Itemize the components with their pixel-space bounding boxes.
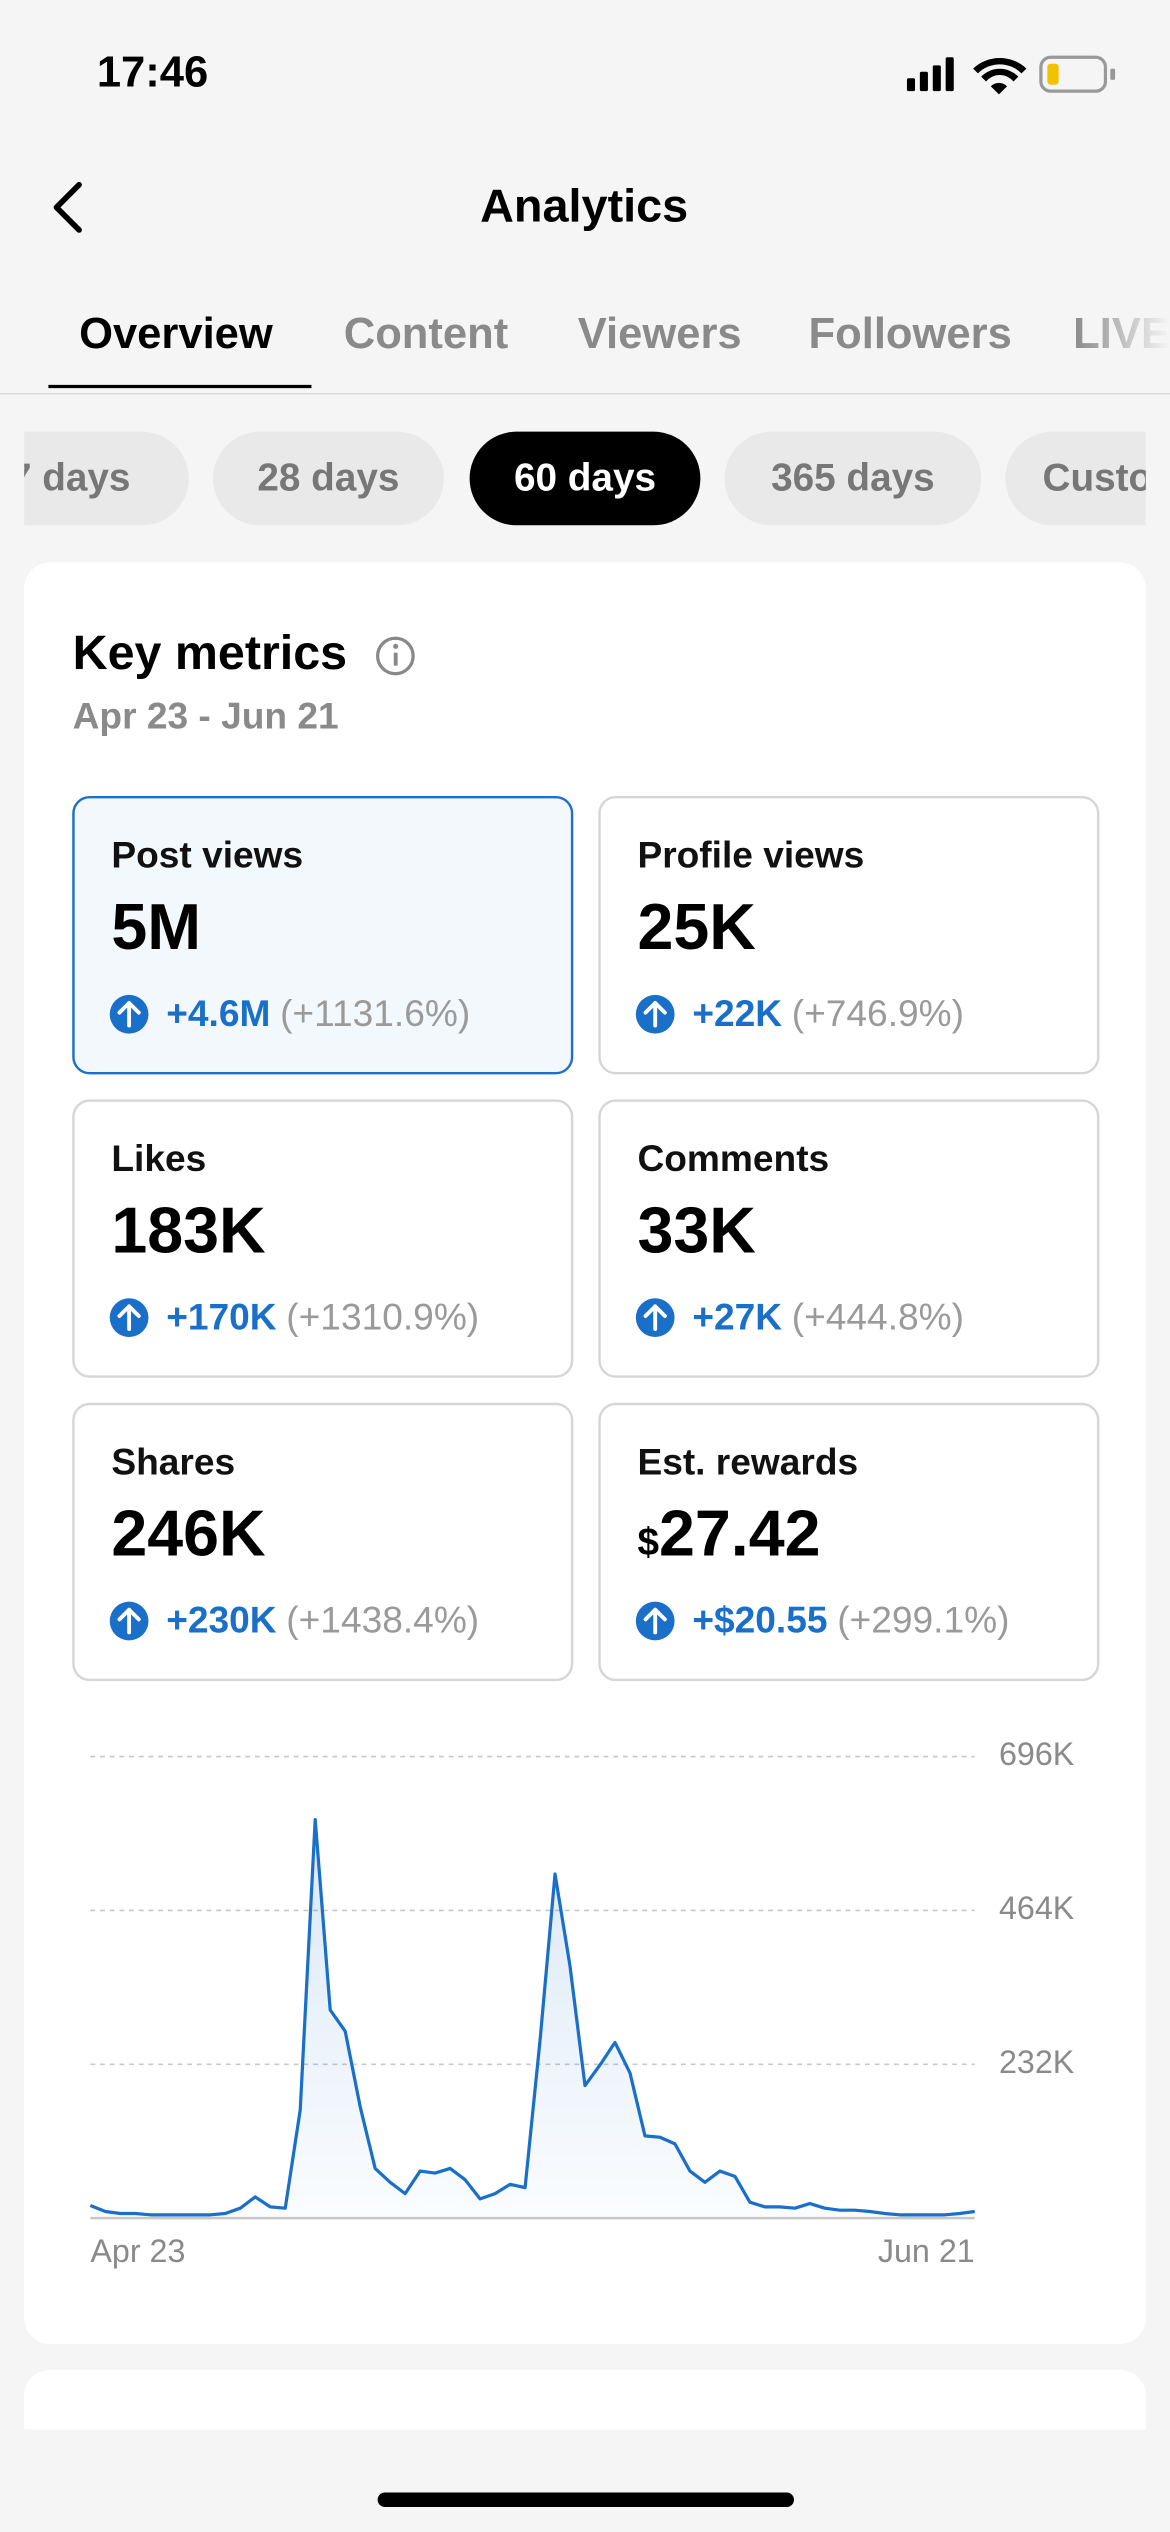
change-pct: (+746.9%) bbox=[792, 992, 964, 1034]
chip-label: 7 days bbox=[10, 456, 131, 499]
chip-bg bbox=[1005, 431, 1146, 526]
period-chip[interactable]: 365 days bbox=[724, 431, 982, 526]
page-title: Analytics bbox=[480, 179, 688, 231]
metric-value: 33K bbox=[637, 1194, 756, 1266]
home-indicator bbox=[377, 2492, 794, 2508]
metric-card[interactable]: Est. rewards $27.42 +$20.55 (+299.1%) bbox=[598, 1402, 1100, 1682]
period-chip[interactable]: 28 days bbox=[213, 431, 444, 526]
metrics: Post views 5M +4.6M (+1131.6%) Profile views… bbox=[72, 795, 1100, 1682]
metric-label: Shares bbox=[111, 1440, 235, 1482]
up-arrow bbox=[117, 1001, 141, 1028]
chart: 232K 464K 696K Apr 23 Jun 21 bbox=[89, 1736, 1075, 2269]
metric-card[interactable]: Comments 33K +27K (+444.8%) bbox=[598, 1099, 1100, 1378]
metric-label: Profile views bbox=[637, 834, 864, 876]
y-tick-label: 232K bbox=[999, 2044, 1075, 2080]
period-chips: 7 days 28 days 60 days 365 days Custom bbox=[0, 431, 1170, 526]
x-tick-label: Apr 23 bbox=[90, 2233, 185, 2269]
metric-card[interactable]: Shares 246K +230K (+1438.4%) bbox=[72, 1402, 574, 1682]
chip-bg bbox=[469, 431, 701, 526]
tab[interactable]: Followers bbox=[809, 310, 1012, 358]
tab-fade bbox=[1073, 275, 1170, 389]
card-title: Key metrics bbox=[73, 626, 347, 680]
metric-label: Comments bbox=[637, 1137, 829, 1179]
chip-label: 60 days bbox=[514, 456, 656, 499]
change-pct: (+1310.9%) bbox=[286, 1295, 479, 1337]
tab[interactable]: Overview bbox=[79, 310, 273, 358]
chip-label: 365 days bbox=[771, 456, 935, 499]
metric-change: +170K (+1310.9%) bbox=[166, 1295, 479, 1337]
x-tick-label: Jun 21 bbox=[878, 2233, 975, 2269]
line bbox=[89, 1817, 975, 2217]
change-value: +170K bbox=[166, 1295, 277, 1337]
back-button[interactable] bbox=[53, 181, 82, 233]
change-value: +$20.55 bbox=[692, 1598, 827, 1640]
period-chip[interactable]: 60 days bbox=[469, 431, 701, 526]
tab-divider bbox=[0, 392, 1170, 395]
metric-value: 246K bbox=[111, 1498, 266, 1570]
change-pct: (+299.1%) bbox=[837, 1598, 1009, 1640]
metric-box bbox=[598, 1402, 1100, 1682]
date-range: Apr 23 - Jun 21 bbox=[73, 695, 339, 737]
up-arrow bbox=[643, 1304, 667, 1331]
metric-card[interactable]: Profile views 25K +22K (+746.9%) bbox=[598, 795, 1100, 1075]
metric-value: 5M bbox=[111, 891, 201, 963]
metric-label: Post views bbox=[111, 834, 303, 876]
metric-number: 183K bbox=[111, 1194, 266, 1266]
metric-label: Likes bbox=[111, 1137, 206, 1179]
metric-box bbox=[72, 795, 574, 1075]
up-arrow bbox=[117, 1304, 141, 1331]
up-arrow bbox=[643, 1001, 667, 1028]
period-chip[interactable]: 7 days bbox=[0, 431, 189, 526]
metric-card[interactable]: Post views 5M +4.6M (+1131.6%) bbox=[72, 795, 574, 1075]
change-value: +230K bbox=[166, 1598, 277, 1640]
tab-underline bbox=[48, 384, 312, 389]
change-pct: (+1438.4%) bbox=[286, 1598, 479, 1640]
metric-box bbox=[598, 1099, 1100, 1378]
metric-number: 33K bbox=[637, 1194, 756, 1266]
chip-bg bbox=[24, 431, 189, 526]
status-time: 17:46 bbox=[97, 49, 208, 97]
metric-value: $27.42 bbox=[637, 1498, 820, 1570]
metric-change: +22K (+746.9%) bbox=[692, 992, 964, 1034]
metric-currency: $ bbox=[637, 1521, 659, 1564]
bottom-bar bbox=[0, 2429, 1170, 2532]
metric-card[interactable]: Likes 183K +170K (+1310.9%) bbox=[72, 1099, 574, 1378]
metric-label: Est. rewards bbox=[637, 1440, 858, 1482]
up-arrow bbox=[643, 1607, 667, 1635]
chip-label: Custom bbox=[1043, 456, 1170, 499]
metric-box bbox=[72, 1402, 574, 1682]
tab[interactable]: Content bbox=[344, 310, 509, 358]
change-value: +4.6M bbox=[166, 992, 270, 1034]
metric-number: 5M bbox=[111, 891, 201, 963]
change-pct: (+444.8%) bbox=[792, 1295, 964, 1337]
metric-change: +27K (+444.8%) bbox=[692, 1295, 964, 1337]
metric-change: +230K (+1438.4%) bbox=[166, 1598, 479, 1640]
tab[interactable]: Viewers bbox=[578, 310, 742, 358]
y-tick-label: 696K bbox=[999, 1736, 1075, 1772]
change-value: +27K bbox=[692, 1295, 782, 1337]
metric-box bbox=[72, 1099, 574, 1378]
up-arrow bbox=[117, 1607, 141, 1635]
chip-bg bbox=[724, 431, 982, 526]
metric-value: 25K bbox=[637, 891, 756, 963]
metric-change: +4.6M (+1131.6%) bbox=[166, 992, 470, 1034]
metric-number: 246K bbox=[111, 1498, 266, 1570]
chip-label: 28 days bbox=[257, 456, 399, 499]
change-pct: (+1131.6%) bbox=[280, 992, 470, 1034]
y-tick-label: 464K bbox=[999, 1890, 1075, 1926]
info-icon[interactable] bbox=[376, 636, 415, 676]
chip-bg bbox=[213, 431, 444, 526]
status-icons bbox=[906, 55, 1116, 95]
metric-number: 27.42 bbox=[659, 1498, 821, 1570]
period-chip[interactable]: Custom bbox=[1005, 431, 1170, 526]
metric-number: 25K bbox=[637, 891, 756, 963]
metric-value: 183K bbox=[111, 1194, 266, 1266]
metric-change: +$20.55 (+299.1%) bbox=[692, 1598, 1009, 1640]
change-value: +22K bbox=[692, 992, 782, 1034]
metric-box bbox=[598, 795, 1100, 1075]
